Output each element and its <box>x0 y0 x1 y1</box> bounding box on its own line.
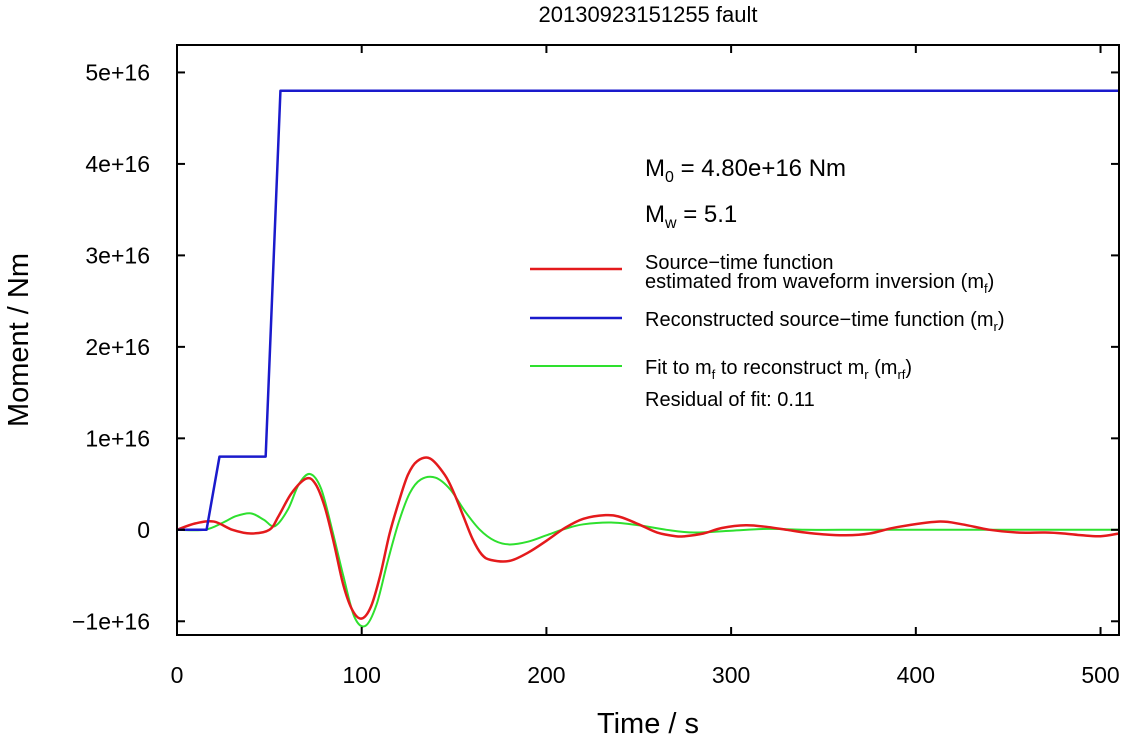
series-mr-line <box>177 89 1119 532</box>
m0-value: = 4.80e+16 Nm <box>674 155 846 182</box>
chart-title: 20130923151255 fault <box>539 2 758 27</box>
y-tick-label: 0 <box>137 517 150 543</box>
legend-label-mf-line1: Source−time function <box>645 252 833 274</box>
legend-mf-close: ) <box>988 271 995 293</box>
moment-magnitude-annotation: Mw = 5.1 <box>645 201 737 232</box>
x-tick-label: 100 <box>343 662 381 688</box>
legend-mrf-text1: Fit to m <box>645 357 712 379</box>
legend-mr-close: ) <box>998 309 1005 331</box>
legend-label-mrf: Fit to mf to reconstruct mr (mrf) <box>645 357 912 382</box>
legend-mrf-sub3: rf <box>897 367 905 382</box>
legend-mf-sub: f <box>984 281 988 296</box>
x-tick-label: 400 <box>897 662 935 688</box>
y-tick-label: 2e+16 <box>85 334 150 360</box>
series-mrf-line <box>177 472 1119 628</box>
y-tick-label: 5e+16 <box>85 59 150 85</box>
legend-mrf-sub1: f <box>712 367 716 382</box>
legend-label-mr: Reconstructed source−time function (mr) <box>645 309 1005 334</box>
legend-mrf-open: (m <box>869 357 898 379</box>
series-layer <box>177 89 1119 628</box>
series-mf-line <box>177 456 1119 620</box>
plot-frame <box>176 44 1120 636</box>
axes-layer: 0 100 200 300 400 500 −1e+16 0 1e+16 2e+16 3e+16 4e… <box>72 45 1120 688</box>
legend-label-mf-line2: estimated from waveform inversion (mf) <box>645 271 994 296</box>
legend-mf-text: estimated from waveform inversion (m <box>645 271 984 293</box>
mw-base: M <box>645 201 665 228</box>
mw-subscript: w <box>664 215 677 232</box>
y-tick-label: 1e+16 <box>85 425 150 451</box>
seismic-moment-annotation: M0 = 4.80e+16 Nm <box>645 155 846 186</box>
y-tick-label: 4e+16 <box>85 151 150 177</box>
legend-mr-sub: r <box>994 319 999 334</box>
legend: Source−time function estimated from wave… <box>530 252 1005 411</box>
m0-subscript: 0 <box>665 169 674 186</box>
y-tick-label: 3e+16 <box>85 242 150 268</box>
legend-mrf-close: ) <box>905 357 912 379</box>
m0-base: M <box>645 155 665 182</box>
x-tick-label: 500 <box>1081 662 1119 688</box>
y-axis-label: Moment / Nm <box>3 253 35 427</box>
legend-mrf-sub2: r <box>864 367 869 382</box>
residual-annotation: Residual of fit: 0.11 <box>645 389 815 411</box>
mw-value: = 5.1 <box>677 201 738 228</box>
x-tick-label: 300 <box>712 662 750 688</box>
x-axis-label: Time / s <box>597 708 699 735</box>
y-tick-label: −1e+16 <box>72 608 150 634</box>
x-tick-label: 200 <box>527 662 565 688</box>
legend-mr-text: Reconstructed source−time function (m <box>645 309 994 331</box>
legend-mrf-text2: to reconstruct m <box>715 357 864 379</box>
x-tick-label: 0 <box>171 662 184 688</box>
